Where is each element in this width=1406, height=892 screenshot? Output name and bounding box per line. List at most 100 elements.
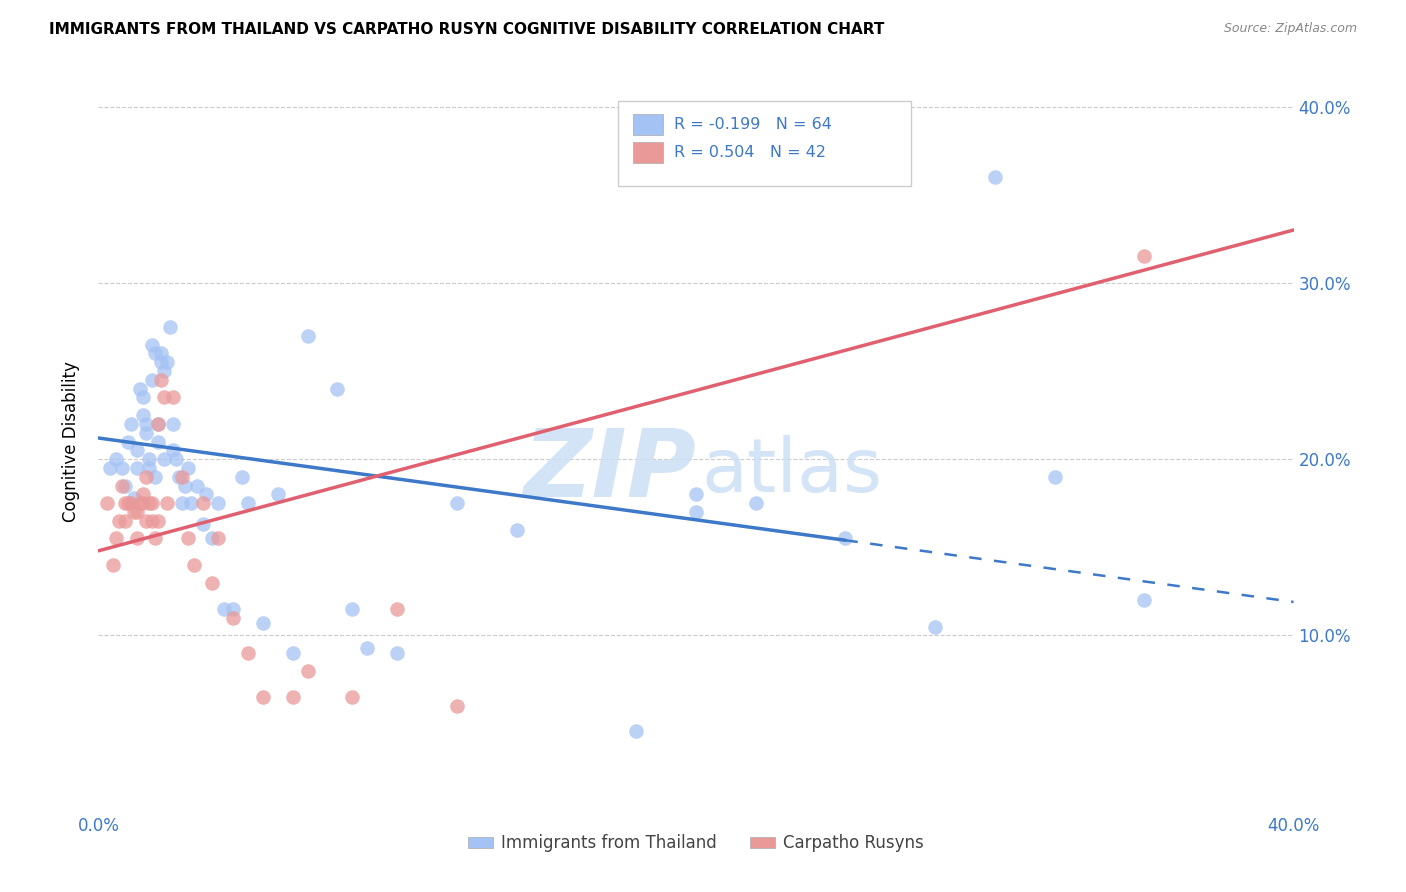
Point	[105, 452, 128, 467]
Point	[141, 496, 163, 510]
Point	[129, 496, 152, 510]
Point	[745, 496, 768, 510]
Point	[148, 417, 170, 431]
Point	[446, 698, 468, 713]
Point	[236, 646, 259, 660]
Point	[222, 611, 245, 625]
Point	[685, 487, 707, 501]
Point	[132, 408, 155, 422]
Point	[201, 532, 224, 546]
Point	[195, 487, 218, 501]
Point	[117, 434, 139, 449]
Point	[162, 391, 184, 405]
Point	[124, 491, 146, 505]
Y-axis label: Cognitive Disability: Cognitive Disability	[62, 361, 80, 522]
Point	[267, 487, 290, 501]
Text: atlas: atlas	[702, 434, 883, 508]
Text: R = -0.199   N = 64: R = -0.199 N = 64	[675, 117, 832, 132]
Text: ZIP: ZIP	[523, 425, 696, 517]
Text: IMMIGRANTS FROM THAILAND VS CARPATHO RUSYN COGNITIVE DISABILITY CORRELATION CHAR: IMMIGRANTS FROM THAILAND VS CARPATHO RUS…	[49, 22, 884, 37]
Point	[111, 461, 134, 475]
Legend: Immigrants from Thailand, Carpatho Rusyns: Immigrants from Thailand, Carpatho Rusyn…	[461, 828, 931, 859]
Point	[105, 532, 128, 546]
Point	[150, 346, 173, 360]
Point	[114, 514, 136, 528]
Point	[180, 496, 202, 510]
Point	[207, 496, 229, 510]
Point	[236, 496, 259, 510]
Point	[172, 470, 194, 484]
Point	[201, 575, 224, 590]
Point	[108, 514, 131, 528]
Point	[177, 532, 200, 546]
Point	[153, 364, 176, 378]
Point	[143, 470, 166, 484]
Point	[207, 532, 229, 546]
Point	[1133, 250, 1156, 264]
Point	[132, 487, 155, 501]
Point	[124, 505, 146, 519]
Point	[984, 170, 1007, 185]
Point	[114, 496, 136, 510]
Point	[342, 690, 364, 705]
Point	[117, 496, 139, 510]
Point	[135, 417, 157, 431]
Point	[172, 496, 194, 510]
Point	[138, 452, 160, 467]
Point	[120, 496, 142, 510]
Point	[156, 496, 179, 510]
Point	[114, 478, 136, 492]
Point	[212, 602, 235, 616]
Text: Source: ZipAtlas.com: Source: ZipAtlas.com	[1223, 22, 1357, 36]
Point	[385, 602, 409, 616]
Point	[96, 496, 118, 510]
Point	[127, 532, 149, 546]
Point	[252, 616, 274, 631]
Point	[98, 461, 122, 475]
Point	[127, 505, 149, 519]
Point	[356, 640, 378, 655]
Point	[446, 496, 468, 510]
Point	[183, 558, 205, 572]
Point	[135, 514, 157, 528]
Point	[138, 496, 160, 510]
Point	[148, 514, 170, 528]
Point	[297, 328, 319, 343]
Point	[222, 602, 245, 616]
Point	[150, 355, 173, 369]
Point	[103, 558, 125, 572]
Point	[135, 425, 157, 440]
Point	[385, 646, 409, 660]
Point	[143, 532, 166, 546]
Point	[162, 417, 184, 431]
FancyBboxPatch shape	[633, 143, 662, 163]
Point	[143, 346, 166, 360]
FancyBboxPatch shape	[633, 114, 662, 135]
Point	[111, 478, 134, 492]
Point	[626, 723, 648, 738]
Point	[156, 355, 179, 369]
Point	[326, 382, 349, 396]
Point	[141, 337, 163, 351]
Point	[506, 523, 529, 537]
Point	[120, 417, 142, 431]
Point	[177, 461, 200, 475]
Point	[141, 514, 163, 528]
Point	[252, 690, 274, 705]
Text: R = 0.504   N = 42: R = 0.504 N = 42	[675, 145, 827, 161]
Point	[127, 443, 149, 458]
Point	[153, 452, 176, 467]
Point	[191, 517, 214, 532]
Point	[167, 470, 190, 484]
Point	[1133, 593, 1156, 607]
Point	[127, 461, 149, 475]
Point	[162, 443, 184, 458]
Point	[685, 505, 707, 519]
Point	[281, 690, 304, 705]
Point	[1043, 470, 1066, 484]
Point	[191, 496, 214, 510]
Point	[148, 417, 170, 431]
Point	[834, 532, 856, 546]
Point	[138, 461, 160, 475]
Point	[159, 320, 181, 334]
